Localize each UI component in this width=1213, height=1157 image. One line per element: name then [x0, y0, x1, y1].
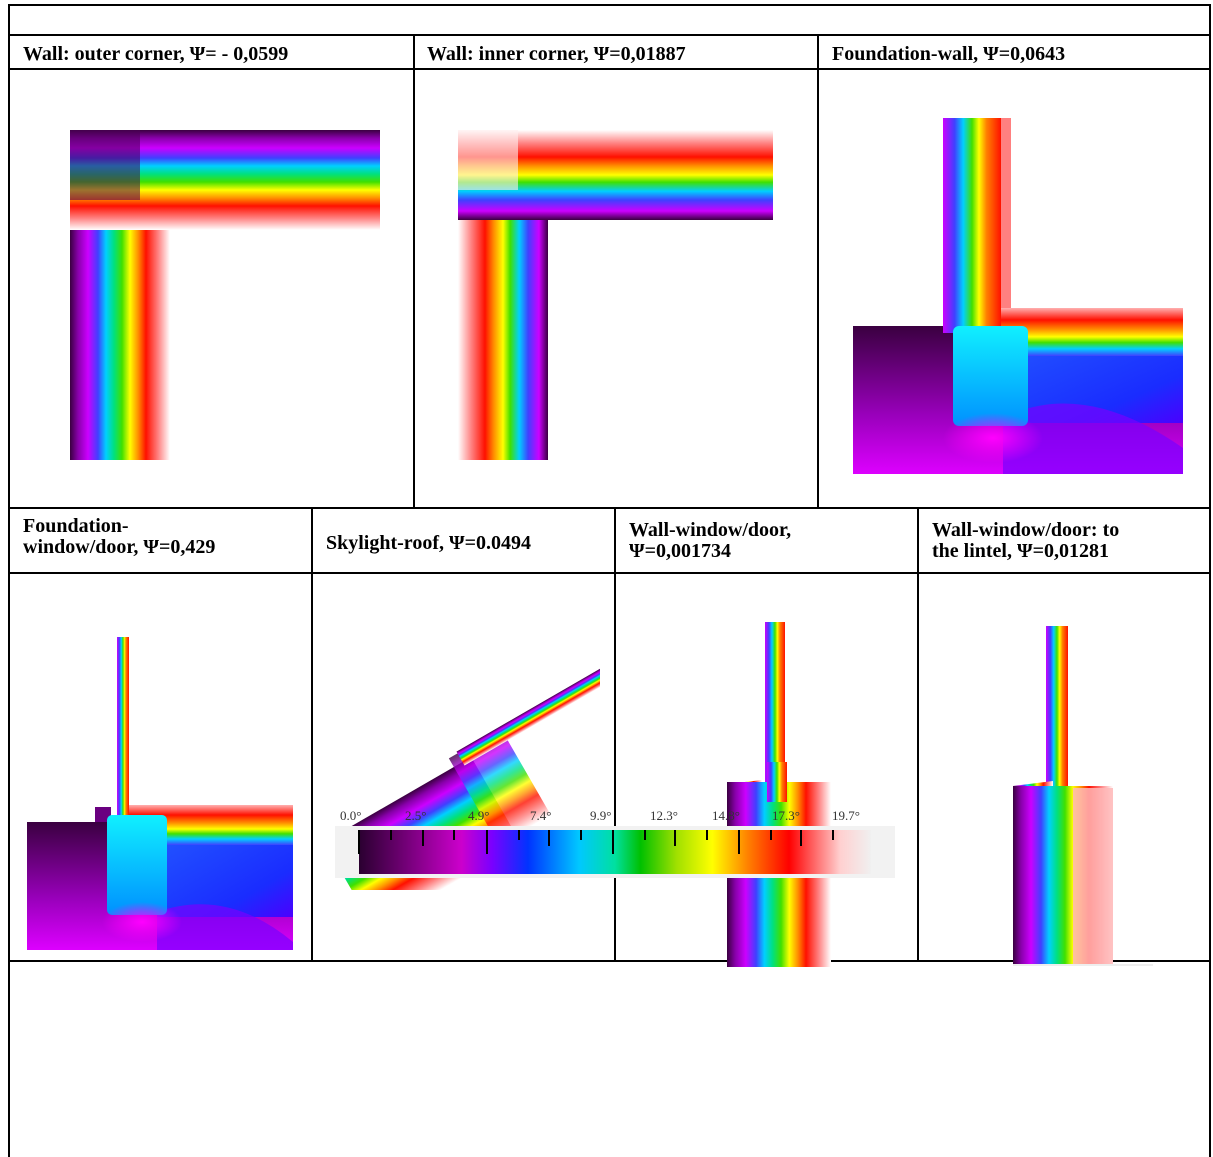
thermal-image-inner-corner [458, 130, 773, 460]
caption-wall-window-lintel-line2: the lintel, Ψ=0,01281 [932, 540, 1109, 562]
caption-outer-corner: Wall: outer corner, Ψ= - 0,0599 [23, 43, 289, 65]
row1-divider-1 [413, 34, 415, 508]
row1-divider-2 [817, 34, 819, 508]
caption-wall-window-line2: Ψ=0,001734 [629, 540, 731, 562]
caption-foundation-wall: Foundation-wall, Ψ=0,0643 [832, 43, 1066, 65]
legend-tick-3: 7.4° [530, 808, 552, 823]
thermal-image-wall-window [727, 622, 837, 967]
legend-tick-6: 14.8° [712, 808, 740, 823]
thermal-image-foundation-window [27, 637, 293, 952]
legend-top-rule [8, 960, 1211, 962]
caption-inner-corner: Wall: inner corner, Ψ=0,01887 [427, 43, 686, 65]
row2-divider-2 [614, 507, 616, 961]
row2-divider-1 [311, 507, 313, 961]
row2-header-bottom-rule [8, 572, 1211, 574]
caption-foundation-window-line1: Foundation- [23, 515, 129, 537]
caption-wall-window-line1: Wall-window/door, [629, 519, 792, 541]
legend-tick-1: 2.5° [405, 808, 427, 823]
caption-foundation-window-line2: window/door, Ψ=0,429 [23, 536, 216, 558]
caption-wall-window-lintel-line1: Wall-window/door: to [932, 519, 1120, 541]
caption-skylight-roof: Skylight-roof, Ψ=0.0494 [326, 532, 531, 554]
thermal-image-wall-window-lintel [1013, 626, 1153, 971]
row2-header-top-rule [8, 507, 1211, 509]
row1-header-bottom-rule [8, 68, 1211, 70]
legend-tick-7: 17.3° [772, 808, 800, 823]
caption-wall-window-lintel: Wall-window/door: to the lintel, Ψ=0,012… [932, 520, 1119, 562]
thermal-image-outer-corner [70, 130, 380, 460]
legend-tick-0: 0.0° [340, 808, 362, 823]
legend-tick-4: 9.9° [590, 808, 612, 823]
legend-tick-2: 4.9° [468, 808, 490, 823]
thermal-image-foundation-wall [853, 118, 1183, 478]
legend-tick-5: 12.3° [650, 808, 678, 823]
figure-frame [8, 4, 1211, 1157]
legend-tick-8: 19.7° [832, 808, 860, 823]
row2-divider-3 [917, 507, 919, 961]
row1-header-top-rule [8, 34, 1211, 36]
legend-tick-labels: 0.0° 2.5° 4.9° 7.4° 9.9° 12.3° 14.8° 17.… [340, 808, 900, 826]
caption-foundation-window: Foundation- window/door, Ψ=0,429 [23, 516, 215, 558]
caption-wall-window: Wall-window/door, Ψ=0,001734 [629, 520, 791, 562]
temperature-color-scale [335, 826, 895, 878]
